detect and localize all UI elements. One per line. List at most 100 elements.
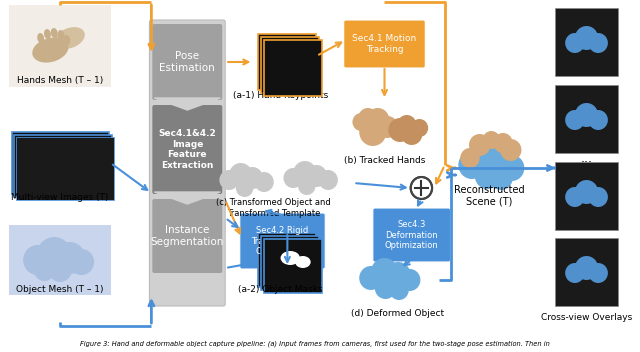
Ellipse shape <box>63 35 70 45</box>
Circle shape <box>388 118 412 142</box>
Bar <box>17 138 115 200</box>
Text: Cross-view Overlays: Cross-view Overlays <box>541 314 632 322</box>
Circle shape <box>565 33 584 53</box>
Text: Hands Mesh (T – 1): Hands Mesh (T – 1) <box>17 76 103 86</box>
Polygon shape <box>154 192 220 204</box>
Circle shape <box>565 110 584 130</box>
Circle shape <box>575 256 598 280</box>
Ellipse shape <box>51 28 58 38</box>
Circle shape <box>460 148 479 168</box>
Bar <box>15 135 111 197</box>
Circle shape <box>397 115 417 135</box>
Circle shape <box>358 108 378 128</box>
Circle shape <box>375 277 396 299</box>
Text: Instance
Segmentation: Instance Segmentation <box>150 225 224 247</box>
Bar <box>12 132 109 194</box>
Bar <box>258 34 317 90</box>
Circle shape <box>483 131 500 149</box>
Circle shape <box>500 139 522 161</box>
FancyBboxPatch shape <box>240 213 325 269</box>
FancyBboxPatch shape <box>373 208 451 262</box>
Circle shape <box>54 242 85 274</box>
Circle shape <box>470 142 501 174</box>
Circle shape <box>411 177 432 199</box>
Text: Figure 3: Hand and deformable object capture pipeline: (a) Input frames from cam: Figure 3: Hand and deformable object cap… <box>79 341 550 347</box>
Circle shape <box>575 180 598 204</box>
Circle shape <box>293 161 317 185</box>
Circle shape <box>284 168 303 188</box>
Circle shape <box>493 133 513 153</box>
Circle shape <box>565 187 584 207</box>
Circle shape <box>359 118 387 146</box>
FancyBboxPatch shape <box>8 225 111 295</box>
Circle shape <box>306 165 327 187</box>
Text: Sec4.1 Motion
Tracking: Sec4.1 Motion Tracking <box>353 34 417 54</box>
Circle shape <box>236 179 253 197</box>
Text: (a-1) Hand Keypoints: (a-1) Hand Keypoints <box>233 92 328 101</box>
Circle shape <box>254 172 274 192</box>
FancyBboxPatch shape <box>556 238 618 306</box>
Text: Sec4.2 Rigid
Transformation
Optimization: Sec4.2 Rigid Transformation Optimization <box>251 226 314 256</box>
Circle shape <box>229 163 252 187</box>
Circle shape <box>588 110 608 130</box>
FancyBboxPatch shape <box>8 5 111 87</box>
Circle shape <box>484 147 514 177</box>
Polygon shape <box>154 98 220 110</box>
Circle shape <box>490 166 513 190</box>
Circle shape <box>377 116 398 138</box>
Bar <box>17 138 115 200</box>
Text: ...: ... <box>580 151 593 164</box>
Bar <box>261 37 319 93</box>
Text: (a-2) Object Masks: (a-2) Object Masks <box>238 285 323 295</box>
Circle shape <box>353 113 370 131</box>
Circle shape <box>34 259 55 281</box>
Circle shape <box>588 263 608 283</box>
Circle shape <box>23 245 52 275</box>
Bar <box>264 239 323 293</box>
FancyBboxPatch shape <box>149 20 225 306</box>
Circle shape <box>565 263 584 283</box>
Circle shape <box>359 266 383 290</box>
Bar <box>261 236 319 290</box>
Circle shape <box>588 187 608 207</box>
Circle shape <box>69 249 94 275</box>
FancyBboxPatch shape <box>344 20 426 68</box>
Circle shape <box>458 151 486 179</box>
Text: (d) Deformed Object: (d) Deformed Object <box>351 309 444 319</box>
Ellipse shape <box>280 251 300 265</box>
Circle shape <box>401 123 422 145</box>
Circle shape <box>385 262 411 288</box>
Circle shape <box>499 155 524 181</box>
Circle shape <box>220 170 239 190</box>
Text: (c) Transformed Object and
Transformed Template: (c) Transformed Object and Transformed T… <box>216 198 331 218</box>
Circle shape <box>319 170 338 190</box>
Text: Object Mesh (T – 1): Object Mesh (T – 1) <box>17 285 104 295</box>
Circle shape <box>389 280 409 300</box>
FancyBboxPatch shape <box>152 105 222 194</box>
FancyBboxPatch shape <box>152 24 222 100</box>
Circle shape <box>411 119 428 137</box>
Ellipse shape <box>58 30 65 40</box>
Circle shape <box>588 33 608 53</box>
FancyBboxPatch shape <box>556 8 618 76</box>
Ellipse shape <box>32 37 68 63</box>
Ellipse shape <box>44 29 51 39</box>
Text: Sec4.1&4.2
Image
Feature
Extraction: Sec4.1&4.2 Image Feature Extraction <box>159 130 216 170</box>
Circle shape <box>469 134 490 156</box>
Circle shape <box>298 177 316 195</box>
Text: Pose
Estimation: Pose Estimation <box>159 51 215 73</box>
Bar <box>264 40 323 96</box>
Circle shape <box>575 26 598 50</box>
Bar <box>258 233 317 287</box>
Circle shape <box>242 167 263 189</box>
Text: (b) Tracked Hands: (b) Tracked Hands <box>344 156 425 164</box>
Text: Sec4.3
Deformation
Optimization: Sec4.3 Deformation Optimization <box>385 220 438 250</box>
FancyBboxPatch shape <box>152 199 222 273</box>
Text: Multi-view Images (T): Multi-view Images (T) <box>12 194 109 202</box>
Circle shape <box>366 108 389 132</box>
FancyBboxPatch shape <box>556 85 618 153</box>
Circle shape <box>575 103 598 127</box>
Circle shape <box>36 237 72 273</box>
Ellipse shape <box>55 27 84 49</box>
Text: Reconstructed
Scene (T): Reconstructed Scene (T) <box>454 185 525 207</box>
